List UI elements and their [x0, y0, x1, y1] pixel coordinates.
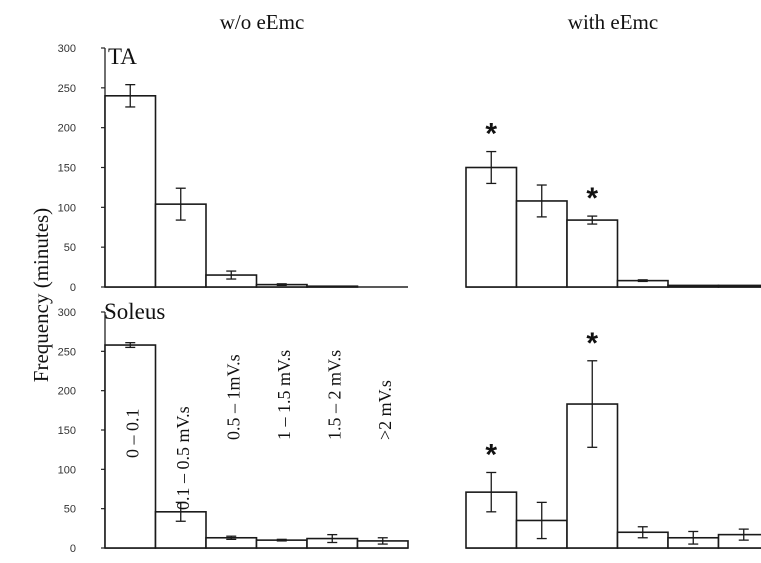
y-tick-label: 0 [70, 543, 76, 555]
y-tick-label: 300 [58, 43, 76, 55]
category-label: 0 – 0.1 [122, 409, 142, 459]
y-tick-label: 50 [64, 242, 76, 254]
y-tick-label: 250 [58, 346, 76, 358]
y-tick-label: 200 [58, 386, 76, 398]
panel-label: Soleus [104, 299, 165, 324]
column-title-with-eemc: with eEmc [568, 10, 658, 34]
panel-1: 0 50 100 150 200 250 300 TA [58, 43, 408, 294]
y-tick-label: 150 [58, 425, 76, 437]
bar [668, 285, 719, 287]
panel-4: ** [466, 327, 761, 548]
y-tick-label: 250 [58, 83, 76, 95]
category-label: >2 mV.s [375, 380, 395, 440]
bar [719, 535, 761, 548]
significance-asterisk: * [586, 327, 598, 360]
y-tick-label: 100 [58, 202, 76, 214]
bar [105, 96, 156, 287]
y-axis-label: Frequency (minutes) [29, 208, 53, 382]
panel-3: 0 50 100 150 200 250 300 Soleus 0 – 0.1 0.1 – 0.5… [58, 299, 408, 555]
y-tick-label: 0 [70, 282, 76, 294]
panel-2: ** [466, 118, 761, 287]
column-title-without-eemc: w/o eEmc [220, 10, 305, 34]
y-tick-label: 100 [58, 464, 76, 476]
bar [719, 285, 761, 287]
category-label: 1 – 1.5 mV.s [274, 350, 294, 440]
y-tick-label: 50 [64, 504, 76, 516]
y-tick-label: 150 [58, 163, 76, 175]
category-label: 1.5 – 2 mV.s [324, 350, 344, 440]
category-label: 0.5 – 1mV.s [223, 354, 243, 440]
significance-asterisk: * [586, 182, 598, 215]
significance-asterisk: * [485, 438, 497, 471]
y-tick-label: 200 [58, 123, 76, 135]
y-tick-label: 300 [58, 307, 76, 319]
significance-asterisk: * [485, 118, 497, 151]
bar [466, 168, 517, 288]
category-label: 0.1 – 0.5 mV.s [173, 406, 193, 510]
panel-label: TA [108, 44, 137, 69]
bar [567, 220, 618, 287]
bar [307, 286, 358, 287]
